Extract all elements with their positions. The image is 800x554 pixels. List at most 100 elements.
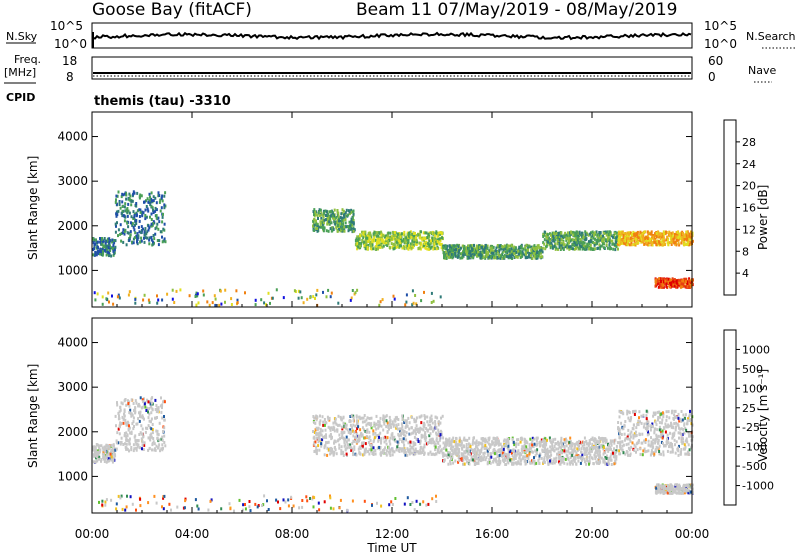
data-cell [543, 447, 546, 451]
data-cell [546, 233, 549, 237]
data-cell [662, 235, 665, 239]
data-cell [660, 233, 663, 237]
data-cell [496, 462, 499, 466]
data-cell [622, 233, 625, 237]
data-cell [448, 443, 451, 447]
data-cell [467, 442, 470, 446]
data-cell [111, 457, 113, 461]
data-cell [143, 200, 146, 204]
data-cell [338, 217, 340, 221]
data-cell [390, 425, 392, 429]
data-cell [573, 241, 576, 244]
data-cell [363, 420, 366, 424]
data-cell [465, 249, 468, 253]
data-cell [385, 419, 388, 423]
data-cell [125, 423, 128, 427]
data-cell [343, 225, 346, 229]
data-cell [387, 239, 389, 243]
data-cell [419, 445, 422, 449]
data-cell [523, 440, 526, 444]
data-cell [609, 455, 612, 459]
data-cell [588, 450, 591, 454]
data-cell [467, 449, 470, 453]
data-cell [629, 231, 632, 235]
data-cell [134, 231, 137, 235]
data-cell [150, 427, 153, 431]
data-cell [594, 232, 597, 236]
data-cell [646, 240, 649, 244]
data-cell [613, 232, 616, 236]
data-cell [133, 425, 135, 428]
data-cell [382, 417, 384, 421]
data-cell [550, 461, 552, 465]
data-cell [333, 420, 336, 424]
data-cell [125, 437, 128, 440]
data-cell [676, 279, 679, 283]
data-cell [554, 237, 557, 241]
data-cell [327, 288, 330, 292]
data-cell [384, 238, 387, 242]
data-cell [380, 424, 383, 428]
data-cell [605, 243, 608, 247]
data-cell [140, 437, 143, 441]
data-cell [569, 442, 572, 446]
data-cell [675, 280, 678, 284]
data-cell [111, 454, 114, 458]
data-cell [587, 442, 590, 446]
data-cell [435, 230, 438, 234]
data-cell [445, 256, 448, 260]
data-cell [635, 233, 638, 236]
data-cell [351, 230, 354, 234]
data-cell [409, 447, 412, 451]
data-cell [407, 448, 409, 452]
data-cell [349, 415, 352, 418]
data-cell [341, 433, 344, 437]
data-cell [158, 443, 161, 447]
data-cell [336, 209, 339, 212]
data-cell [328, 210, 331, 214]
data-cell [367, 450, 369, 454]
data-cell [340, 425, 343, 429]
data-cell [136, 232, 139, 236]
data-cell [401, 414, 404, 418]
data-cell [113, 241, 116, 245]
data-cell [118, 410, 121, 414]
data-cell [584, 247, 587, 251]
data-cell [98, 250, 101, 254]
data-cell [662, 280, 665, 284]
data-cell [464, 438, 467, 442]
data-cell [147, 209, 150, 213]
data-cell [432, 299, 435, 303]
data-cell [465, 447, 468, 451]
data-cell [406, 243, 409, 247]
data-cell [140, 228, 143, 232]
data-cell [96, 443, 99, 447]
data-cell [326, 446, 329, 450]
data-cell [393, 435, 396, 439]
data-cell [395, 245, 398, 249]
data-cell [123, 412, 125, 416]
data-cell [633, 236, 636, 240]
data-cell [386, 430, 389, 434]
data-cell [461, 256, 464, 260]
data-cell [516, 452, 519, 456]
data-cell [450, 445, 453, 449]
data-cell [323, 453, 326, 457]
data-cell [473, 436, 475, 440]
data-cell [582, 441, 585, 444]
data-cell [593, 243, 596, 247]
data-cell [149, 203, 152, 207]
data-cell [485, 255, 488, 259]
data-cell [330, 291, 333, 295]
data-cell [451, 248, 454, 252]
data-cell [457, 460, 460, 464]
data-cell [535, 255, 538, 258]
data-cell [141, 405, 144, 409]
data-cell [108, 444, 111, 448]
data-cell [553, 461, 556, 465]
data-cell [452, 436, 455, 440]
data-cell [554, 242, 557, 246]
data-cell [428, 439, 431, 442]
data-cell [476, 452, 479, 456]
data-cell [340, 222, 343, 226]
